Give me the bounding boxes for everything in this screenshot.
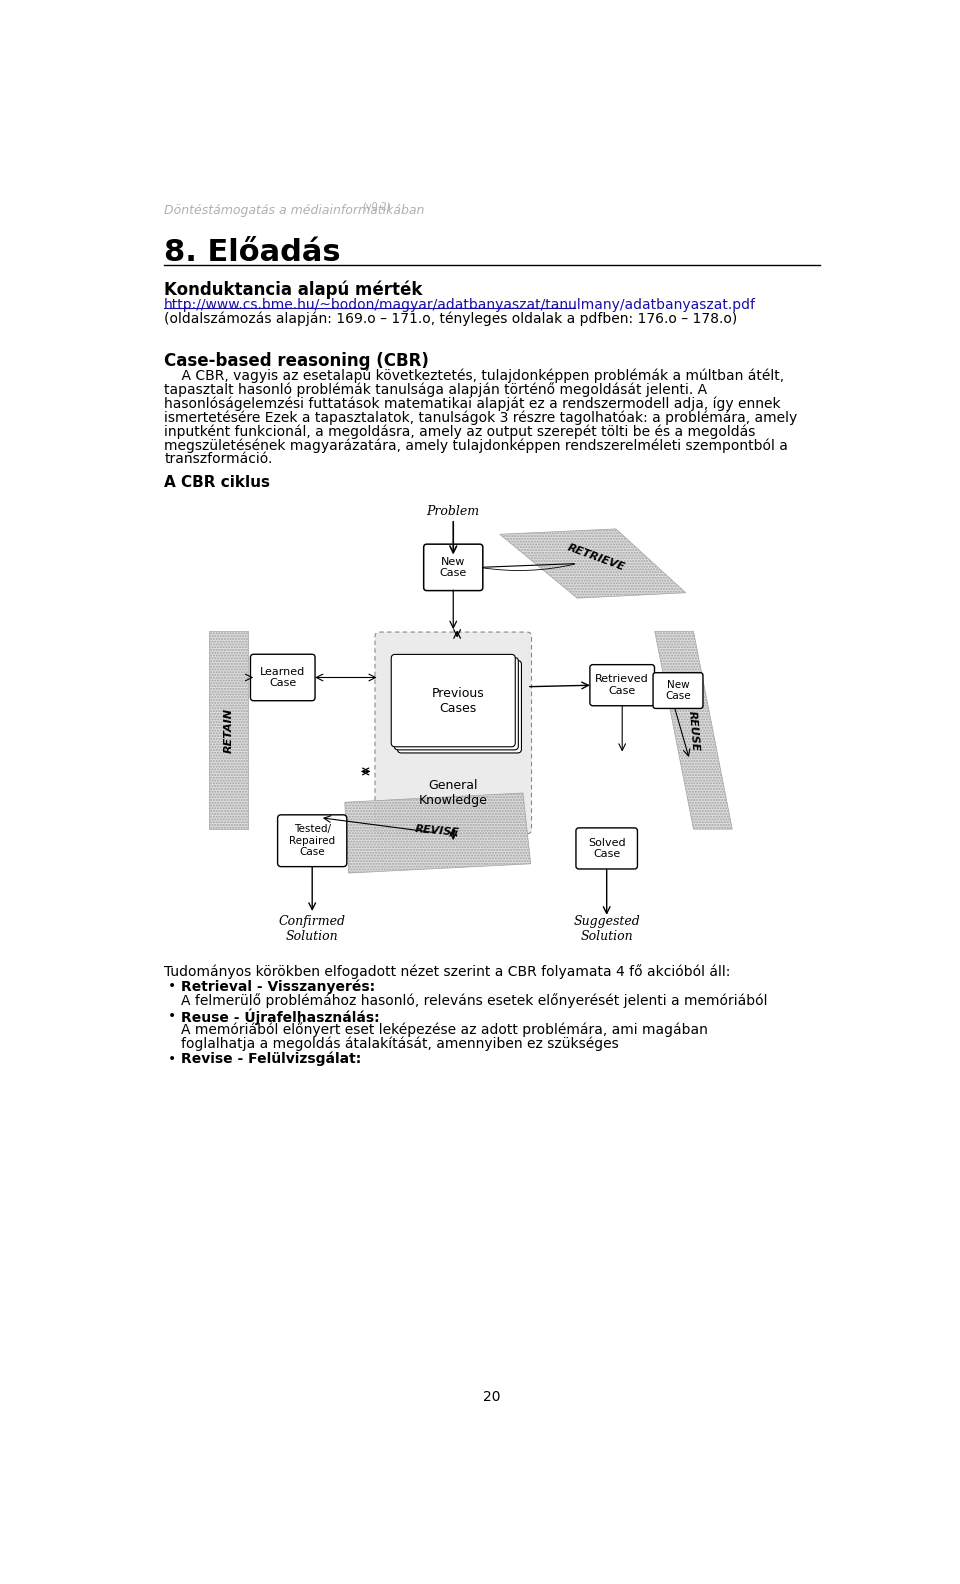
FancyBboxPatch shape bbox=[397, 661, 521, 752]
Text: 8. Előadás: 8. Előadás bbox=[164, 238, 341, 266]
Text: Tudományos körökben elfogadott nézet szerint a CBR folyamata 4 fő akcióból áll:: Tudományos körökben elfogadott nézet sze… bbox=[164, 965, 731, 979]
Text: transzformáció.: transzformáció. bbox=[164, 451, 273, 466]
Text: •: • bbox=[168, 979, 177, 993]
FancyBboxPatch shape bbox=[251, 654, 315, 700]
Text: RETAIN: RETAIN bbox=[224, 708, 233, 752]
Text: Retrieval - Visszanyerés:: Retrieval - Visszanyerés: bbox=[181, 979, 375, 993]
FancyBboxPatch shape bbox=[576, 828, 637, 870]
Text: Learned
Case: Learned Case bbox=[260, 667, 305, 689]
Text: Previous
Cases: Previous Cases bbox=[432, 686, 484, 714]
Text: A memóriából előnyert eset leképezése az adott problémára, ami magában: A memóriából előnyert eset leképezése az… bbox=[181, 1022, 708, 1038]
Text: (v0.2): (v0.2) bbox=[362, 201, 391, 212]
Text: Confirmed
Solution: Confirmed Solution bbox=[278, 916, 346, 944]
Text: foglalhatja a megoldás átalakítását, amennyiben ez szükséges: foglalhatja a megoldás átalakítását, ame… bbox=[181, 1036, 619, 1050]
Text: Solved
Case: Solved Case bbox=[588, 838, 626, 859]
Text: Konduktancia alapú mérték: Konduktancia alapú mérték bbox=[164, 280, 422, 299]
Text: RETRIEVE: RETRIEVE bbox=[566, 542, 627, 572]
Polygon shape bbox=[655, 632, 732, 828]
Text: A CBR, vagyis az esetalapú következtetés, tulajdonképpen problémák a múltban áté: A CBR, vagyis az esetalapú következtetés… bbox=[164, 369, 784, 383]
FancyBboxPatch shape bbox=[375, 632, 532, 833]
Text: tapasztalt hasonló problémák tanulsága alapján történő megoldását jelenti. A: tapasztalt hasonló problémák tanulsága a… bbox=[164, 383, 708, 398]
Text: 20: 20 bbox=[483, 1389, 501, 1403]
Text: REUSE: REUSE bbox=[686, 710, 700, 751]
Polygon shape bbox=[209, 632, 248, 828]
Text: Retrieved
Case: Retrieved Case bbox=[595, 675, 649, 695]
Text: Case-based reasoning (CBR): Case-based reasoning (CBR) bbox=[164, 352, 429, 369]
FancyBboxPatch shape bbox=[423, 545, 483, 591]
FancyBboxPatch shape bbox=[277, 814, 347, 866]
Text: General
Knowledge: General Knowledge bbox=[419, 779, 488, 806]
Text: Suggested
Solution: Suggested Solution bbox=[573, 916, 640, 944]
Text: (oldalszámozás alapján: 169.o – 171.o, tényleges oldalak a pdfben: 176.o – 178.o: (oldalszámozás alapján: 169.o – 171.o, t… bbox=[164, 312, 737, 326]
Text: New
Case: New Case bbox=[440, 556, 467, 578]
FancyBboxPatch shape bbox=[392, 654, 516, 746]
Text: Tested/
Repaired
Case: Tested/ Repaired Case bbox=[289, 824, 335, 857]
Text: inputként funkcionál, a megoldásra, amely az output szerepét tölti be és a megol: inputként funkcionál, a megoldásra, amel… bbox=[164, 425, 756, 439]
Text: ismertetésére Ezek a tapasztalatok, tanulságok 3 részre tagolhatóak: a problémár: ismertetésére Ezek a tapasztalatok, tanu… bbox=[164, 410, 798, 425]
Polygon shape bbox=[500, 529, 685, 599]
FancyBboxPatch shape bbox=[395, 657, 518, 749]
Text: •: • bbox=[168, 1009, 177, 1023]
Text: Döntéstámogatás a médiainformatikában: Döntéstámogatás a médiainformatikában bbox=[164, 204, 424, 217]
Text: New
Case: New Case bbox=[665, 680, 691, 702]
Text: REVISE: REVISE bbox=[415, 824, 461, 838]
Text: megszületésének magyarázatára, amely tulajdonképpen rendszerelméleti szempontból: megszületésének magyarázatára, amely tul… bbox=[164, 439, 788, 453]
Text: •: • bbox=[168, 1052, 177, 1066]
Text: A felmerülő problémához hasonló, releváns esetek előnyerését jelenti a memóriábó: A felmerülő problémához hasonló, releván… bbox=[181, 993, 768, 1007]
FancyBboxPatch shape bbox=[589, 665, 655, 706]
Polygon shape bbox=[345, 794, 531, 873]
FancyBboxPatch shape bbox=[653, 673, 703, 708]
Text: Reuse - Újrafelhasználás:: Reuse - Újrafelhasználás: bbox=[181, 1009, 380, 1025]
Text: Revise - Felülvizsgálat:: Revise - Felülvizsgálat: bbox=[181, 1052, 362, 1066]
Text: Problem: Problem bbox=[426, 505, 480, 518]
Text: http://www.cs.bme.hu/~bodon/magyar/adatbanyaszat/tanulmany/adatbanyaszat.pdf: http://www.cs.bme.hu/~bodon/magyar/adatb… bbox=[164, 298, 756, 312]
Text: hasonlóságelemzési futtatások matematikai alapját ez a rendszermodell adja, így : hasonlóságelemzési futtatások matematika… bbox=[164, 396, 780, 410]
Text: A CBR ciklus: A CBR ciklus bbox=[164, 475, 270, 489]
